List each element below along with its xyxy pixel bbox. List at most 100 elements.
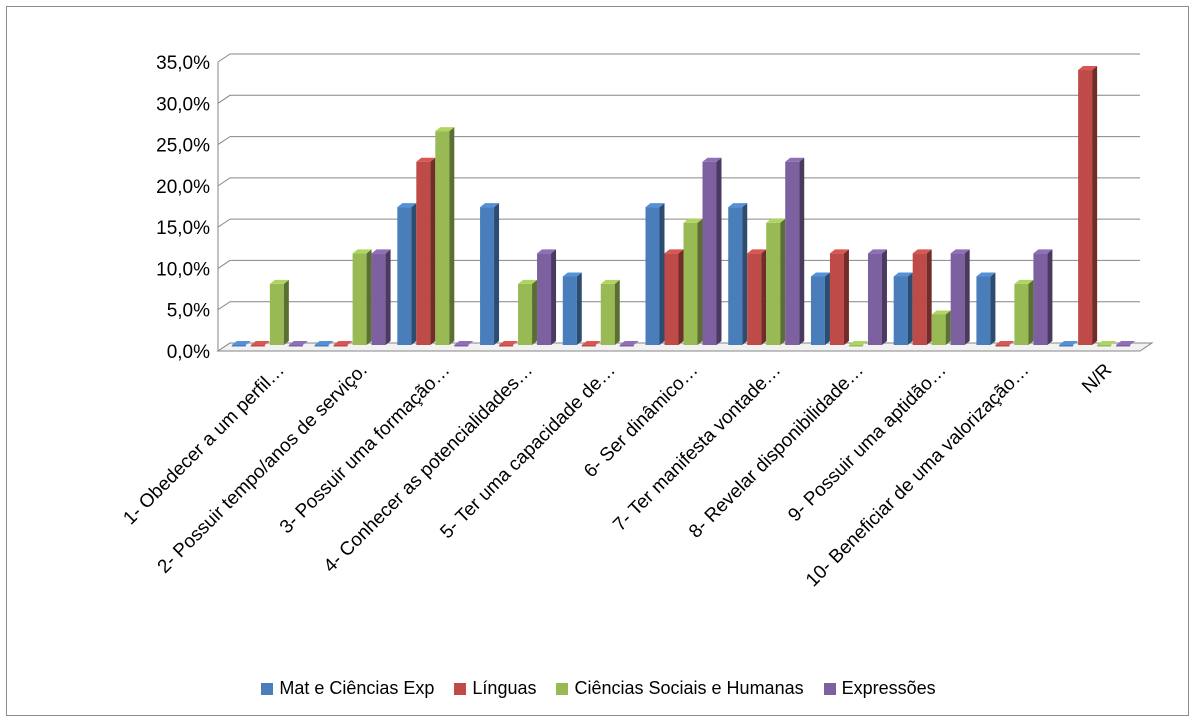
bar-top <box>912 249 932 254</box>
bar <box>435 127 455 345</box>
bar-top <box>480 203 500 208</box>
bar-side <box>411 203 417 345</box>
bar-top <box>435 127 455 132</box>
bar-side <box>799 157 805 345</box>
bar-side <box>283 279 289 345</box>
legend-item: Ciências Sociais e Humanas <box>556 678 804 699</box>
gridline <box>217 177 1140 187</box>
bar-top <box>747 249 767 254</box>
bar-top <box>537 249 557 254</box>
bar-top <box>269 279 289 284</box>
bar-side <box>843 249 849 345</box>
bar <box>1033 249 1053 345</box>
bar-top <box>231 341 251 345</box>
bar-top <box>314 341 334 345</box>
bar <box>352 249 372 345</box>
y-tick-label: 15,0% <box>156 218 210 239</box>
bar-top <box>600 279 620 284</box>
bar-side <box>742 203 748 345</box>
bar-side <box>449 127 455 345</box>
bar <box>250 341 270 347</box>
bar-top <box>702 157 722 162</box>
bar <box>931 310 951 345</box>
bar-top <box>1097 341 1117 345</box>
bar <box>416 157 436 345</box>
bar-side <box>659 203 665 345</box>
bar-front <box>537 253 552 345</box>
bar-front <box>480 207 495 345</box>
x-tick-label: 1- Obedecer a um perfil… <box>119 360 288 529</box>
bar-front <box>645 207 660 345</box>
bar <box>683 218 703 345</box>
bar <box>619 341 639 347</box>
bar-side <box>366 249 372 345</box>
bar <box>766 218 786 345</box>
bar-top <box>848 341 868 345</box>
bar <box>747 249 767 345</box>
bar-front <box>371 253 386 345</box>
bar-front <box>893 276 908 345</box>
bar-side <box>532 279 538 345</box>
bar-front <box>435 131 450 345</box>
bar-top <box>728 203 748 208</box>
bar <box>231 341 251 347</box>
bar-side <box>385 249 391 345</box>
bar-front <box>562 276 577 345</box>
x-tick-label: 9- Possuir uma aptidão… <box>784 360 950 526</box>
bar-side <box>576 272 582 345</box>
bar-front <box>785 161 800 345</box>
bar-front <box>397 207 412 345</box>
bar <box>645 203 665 345</box>
bar-top <box>829 249 849 254</box>
bar <box>581 341 601 347</box>
bar-front <box>747 253 762 345</box>
bar-side <box>716 157 722 345</box>
bar-front <box>848 345 863 347</box>
gridline <box>217 218 1140 228</box>
bar <box>480 203 500 345</box>
bar <box>1078 66 1098 345</box>
bar-side <box>945 310 951 345</box>
bar <box>829 249 849 345</box>
bar-side <box>614 279 620 345</box>
bar-top <box>976 272 996 277</box>
bar-side <box>780 218 786 345</box>
bar-front <box>581 345 596 347</box>
bar <box>600 279 620 345</box>
bar-front <box>810 276 825 345</box>
bar <box>995 341 1015 347</box>
bar-front <box>499 345 514 347</box>
bar <box>269 279 289 345</box>
bar <box>371 249 391 345</box>
y-tick-label: 5,0% <box>167 301 210 322</box>
bar-side <box>881 249 887 345</box>
bar <box>1014 279 1034 345</box>
x-tick-label: 3- Possuir uma formação… <box>276 360 454 538</box>
bar <box>664 249 684 345</box>
bar-front <box>702 161 717 345</box>
bar-top <box>333 341 353 345</box>
bar-top <box>1014 279 1034 284</box>
bar-top <box>645 203 665 208</box>
gridline <box>217 53 1140 63</box>
bar-side <box>1092 66 1098 345</box>
bar-front <box>518 283 533 345</box>
bar-top <box>371 249 391 254</box>
bar-top <box>950 249 970 254</box>
bar-front <box>976 276 991 345</box>
bar-front <box>250 345 265 347</box>
bar-front <box>1059 345 1074 347</box>
bar-front <box>1116 345 1131 347</box>
bar-side <box>990 272 996 345</box>
bar-front <box>931 314 946 345</box>
bar <box>728 203 748 345</box>
bars <box>231 66 1136 347</box>
bar-top <box>893 272 913 277</box>
bar <box>499 341 519 347</box>
bar-top <box>581 341 601 345</box>
bar <box>1116 341 1136 347</box>
x-tick-label: 5- Ter uma capacidade de… <box>436 360 619 543</box>
bar-top <box>867 249 887 254</box>
bar-top <box>931 310 951 315</box>
bar-side <box>761 249 767 345</box>
